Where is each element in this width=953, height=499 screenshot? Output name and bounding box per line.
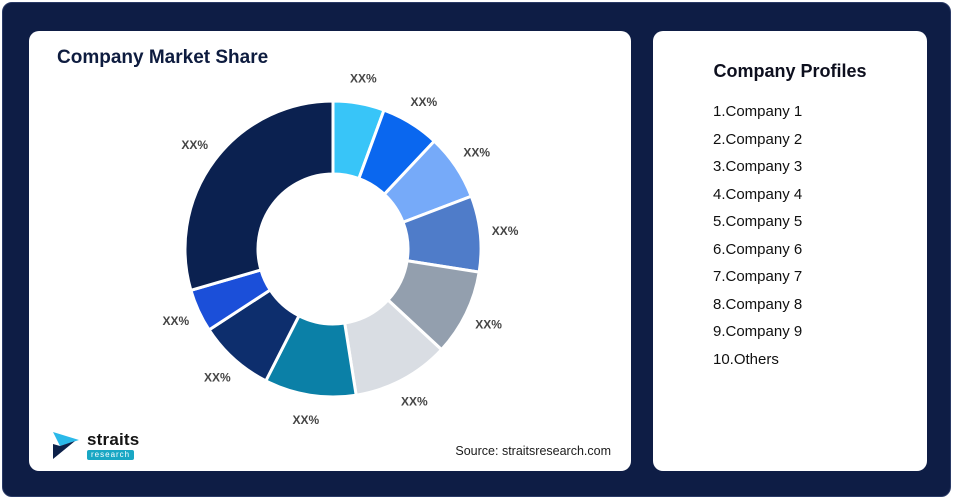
straits-research-logo: straits research [51,429,139,461]
profile-list-item: 7.Company 7 [713,268,803,285]
source-attribution: Source: straitsresearch.com [455,444,611,458]
logo-subtitle: research [87,449,135,460]
profiles-list: 1.Company 1 2.Company 2 3.Company 3 4.Co… [653,98,927,373]
donut-segment-label: XX% [204,371,231,385]
chart-title: Company Market Share [57,47,269,68]
donut-segment-label: XX% [181,138,208,152]
profile-list-item: 5.Company 5 [713,213,803,230]
profile-list-item: 1.Company 1 [713,103,803,120]
donut-segment-label: XX% [162,314,189,328]
company-profiles-card: Company Profiles 1.Company 1 2.Company 2… [653,31,927,471]
profile-list-item: 6.Company 6 [713,240,803,258]
logo-mark-icon [53,432,79,459]
donut-segment-label: XX% [463,146,490,160]
profile-list-item: 3.Company 3 [713,158,803,175]
donut-segment-label: XX% [411,95,438,109]
donut-chart: XX% XX% XX% XX% XX% XX% XX% XX% XX% XX% [162,72,519,427]
profile-list-item: 4.Company 4 [713,185,803,203]
profile-list-item: 10.Others [713,350,779,368]
market-share-card: Company Market Share XX% XX% XX% XX% XX% XX% X… [29,31,631,471]
profile-list-item: 8.Company 8 [713,295,803,313]
profile-list-item: 2.Company 2 [713,130,803,148]
donut-segment-label: XX% [475,318,502,332]
donut-segment-label: XX% [492,224,519,238]
logo-text: straits research [87,431,139,460]
profiles-title: Company Profiles [713,61,867,81]
donut-segment-label: XX% [350,72,377,86]
donut-segment [183,99,335,292]
profile-list-item: 9.Company 9 [713,323,803,340]
donut-segment-label: XX% [293,413,320,427]
donut-chart-wrap: XX% XX% XX% XX% XX% XX% XX% XX% XX% XX% [29,61,631,441]
donut-segment-label: XX% [401,395,428,409]
logo-name: straits [87,429,140,449]
